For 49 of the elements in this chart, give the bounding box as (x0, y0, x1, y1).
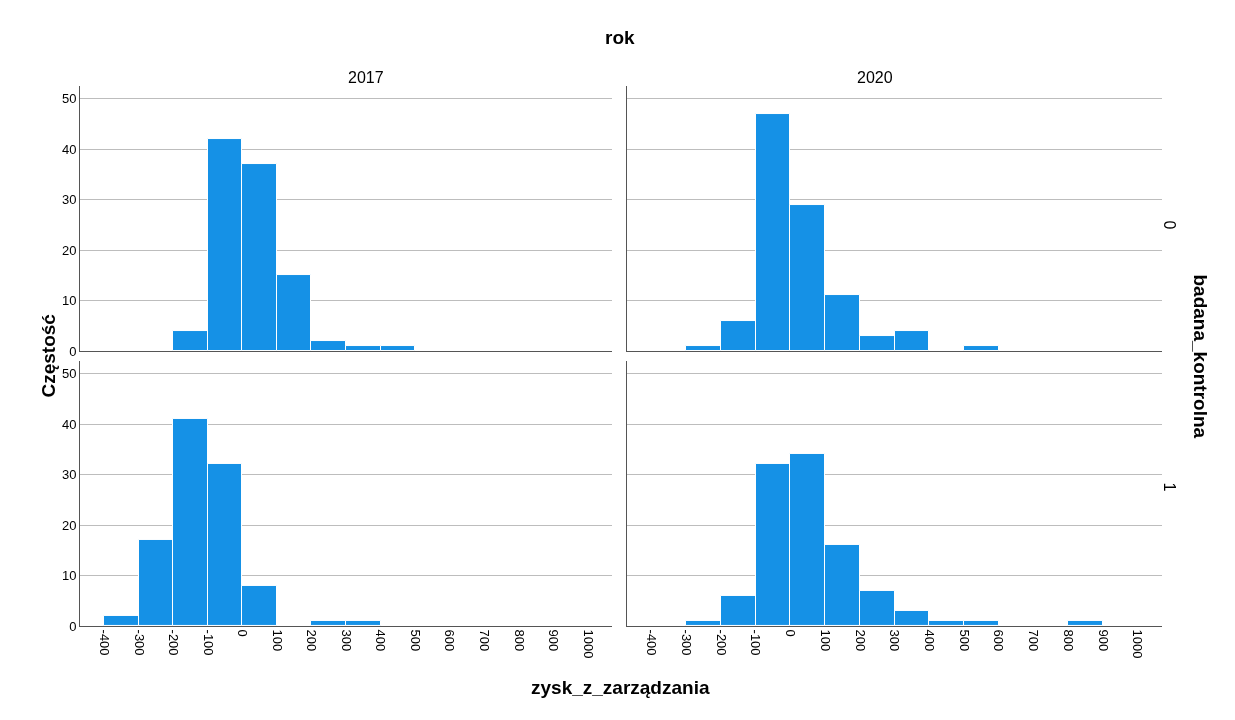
x-tick-label: 300 (338, 629, 354, 652)
x-tick-label: 900 (1095, 629, 1111, 652)
x-tick-label: 800 (511, 629, 527, 652)
text: badana_kontrolna (1189, 274, 1211, 439)
x-tick-label: 600 (991, 629, 1007, 652)
x-tick-label: 0 (235, 629, 251, 637)
x-tick-label: -200 (166, 629, 182, 656)
y2-axis-title: 1 (1161, 482, 1179, 492)
x-tick-label: 700 (1026, 629, 1042, 652)
y-tick-label: 50 (61, 91, 77, 107)
text: rok (605, 27, 635, 48)
x-tick-label: 400 (922, 629, 938, 652)
y-tick-label: 30 (61, 192, 77, 208)
y-tick-label: 20 (61, 242, 77, 258)
x-tick-label: -100 (200, 629, 216, 656)
y-axis-title: Częstość (37, 313, 59, 398)
y-tick-label: 20 (61, 517, 77, 533)
y-tick-label: 40 (61, 416, 77, 432)
x-tick-label: 800 (1060, 629, 1076, 652)
x-tick-label: 700 (476, 629, 492, 652)
x-tick-label: -300 (678, 629, 694, 656)
chart-title: 2017 (348, 69, 384, 86)
x-tick-label: 600 (442, 629, 458, 652)
x-tick-label: 200 (304, 629, 320, 652)
x-tick-label: 900 (546, 629, 562, 652)
x-tick-label: 100 (269, 629, 285, 652)
x-axis-title: zysk_z_zarządzania (531, 677, 710, 698)
x-tick-label: 1000 (1130, 629, 1146, 659)
x-tick-label: 400 (373, 629, 389, 652)
y-tick-label: 10 (61, 293, 77, 309)
y-tick-label: 10 (61, 568, 77, 584)
x-tick-label: -400 (644, 629, 660, 656)
chart-title: 2020 (857, 69, 893, 86)
y-tick-label: 0 (69, 343, 77, 359)
x-tick-label: -400 (96, 629, 112, 656)
y2-axis-title: 0 (1160, 220, 1178, 230)
x-tick-label: 300 (887, 629, 903, 652)
x-tick-label: 500 (407, 629, 423, 652)
y-tick-label: 40 (61, 141, 77, 157)
x-tick-label: -100 (748, 629, 764, 656)
x-tick-label: 500 (956, 629, 972, 652)
x-tick-label: 0 (783, 629, 799, 637)
x-tick-label: 100 (817, 629, 833, 652)
y-tick-label: 30 (61, 467, 77, 483)
x-tick-label: -300 (131, 629, 147, 656)
x-tick-label: 1000 (580, 629, 596, 659)
x-tick-label: 200 (852, 629, 868, 652)
x-tick-label: -200 (713, 629, 729, 656)
y-tick-label: 50 (61, 366, 77, 382)
